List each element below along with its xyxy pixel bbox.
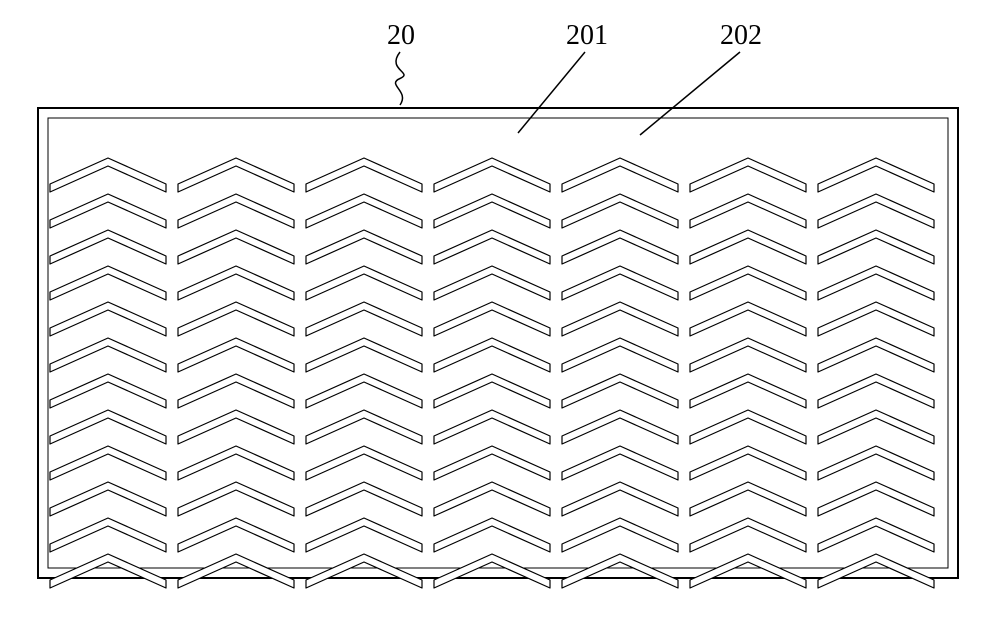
chevron (690, 230, 806, 264)
chevron (818, 338, 934, 372)
chevron (690, 554, 806, 588)
chevron (178, 230, 294, 264)
chevron (434, 194, 550, 228)
chevron (562, 158, 678, 192)
chevron (306, 410, 422, 444)
chevron (306, 194, 422, 228)
chevron (690, 374, 806, 408)
chevron (818, 410, 934, 444)
chevron (50, 554, 166, 588)
chevron (306, 554, 422, 588)
leader-202 (640, 52, 740, 135)
chevron (818, 446, 934, 480)
chevron (690, 338, 806, 372)
chevron (434, 230, 550, 264)
chevron (818, 158, 934, 192)
chevron (50, 374, 166, 408)
chevron (50, 266, 166, 300)
chevron (50, 518, 166, 552)
chevron (818, 482, 934, 516)
chevron (690, 194, 806, 228)
chevron (434, 158, 550, 192)
chevron (306, 374, 422, 408)
chevron (562, 374, 678, 408)
chevron (178, 194, 294, 228)
chevron (434, 482, 550, 516)
chevron (562, 338, 678, 372)
chevron (818, 554, 934, 588)
chevron (50, 482, 166, 516)
chevron (690, 482, 806, 516)
chevron (562, 266, 678, 300)
chevron (562, 518, 678, 552)
chevron-grid (50, 158, 934, 588)
chevron (818, 518, 934, 552)
chevron (178, 266, 294, 300)
chevron (50, 194, 166, 228)
chevron (306, 338, 422, 372)
chevron (434, 266, 550, 300)
chevron (178, 554, 294, 588)
chevron (178, 446, 294, 480)
chevron (178, 338, 294, 372)
chevron (178, 158, 294, 192)
chevron (434, 554, 550, 588)
chevron (306, 158, 422, 192)
label-201: 201 (566, 20, 608, 52)
chevron (562, 554, 678, 588)
chevron (562, 194, 678, 228)
chevron (690, 518, 806, 552)
chevron (50, 302, 166, 336)
chevron (690, 302, 806, 336)
chevron (178, 374, 294, 408)
leader-201 (518, 52, 585, 133)
chevron (178, 302, 294, 336)
chevron (690, 446, 806, 480)
leader-20 (395, 52, 404, 105)
chevron (306, 266, 422, 300)
chevron (178, 518, 294, 552)
label-20: 20 (387, 20, 415, 52)
chevron (50, 158, 166, 192)
chevron (690, 410, 806, 444)
chevron (178, 410, 294, 444)
chevron (562, 230, 678, 264)
chevron (50, 446, 166, 480)
chevron (50, 230, 166, 264)
chevron (306, 446, 422, 480)
chevron (562, 410, 678, 444)
chevron (306, 482, 422, 516)
chevron (562, 302, 678, 336)
chevron (434, 302, 550, 336)
chevron (818, 230, 934, 264)
chevron (690, 158, 806, 192)
chevron (818, 194, 934, 228)
chevron (434, 446, 550, 480)
chevron (306, 302, 422, 336)
chevron (562, 446, 678, 480)
chevron (50, 338, 166, 372)
chevron (434, 410, 550, 444)
chevron (818, 302, 934, 336)
chevron (818, 266, 934, 300)
chevron (306, 518, 422, 552)
chevron (434, 374, 550, 408)
label-202: 202 (720, 20, 762, 52)
chevron (818, 374, 934, 408)
chevron (178, 482, 294, 516)
chevron (434, 338, 550, 372)
chevron (690, 266, 806, 300)
chevron (434, 518, 550, 552)
chevron (562, 482, 678, 516)
chevron (50, 410, 166, 444)
chevron (306, 230, 422, 264)
